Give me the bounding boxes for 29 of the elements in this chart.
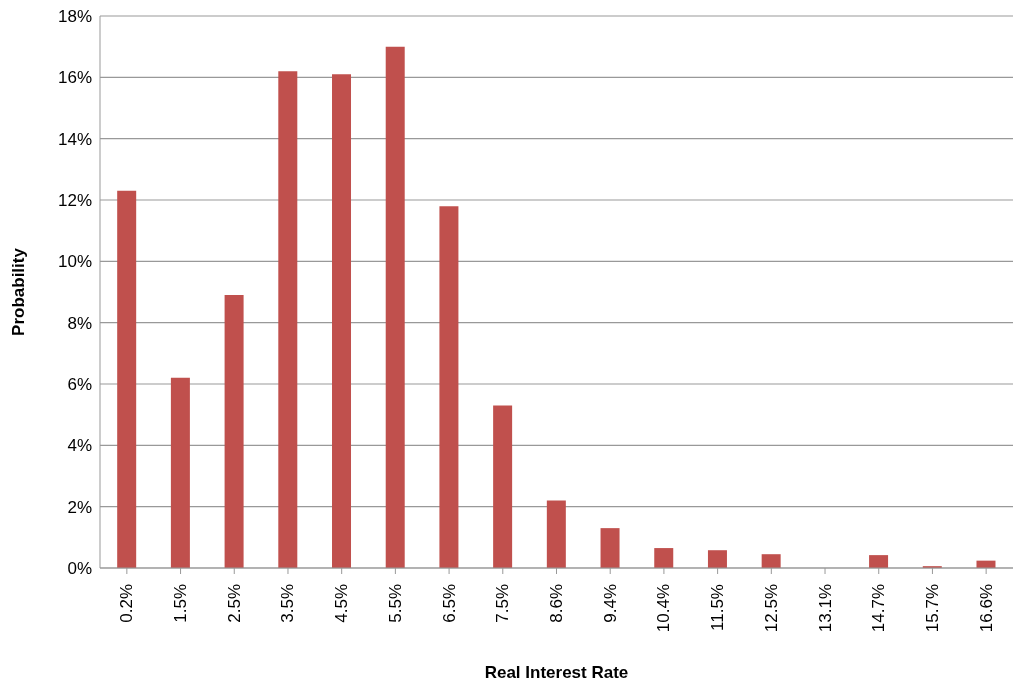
y-tick-label: 10% [57,252,92,272]
x-tick-label: 5.5% [385,584,405,623]
x-tick-label: 12.5% [761,584,781,633]
x-tick-label: 15.7% [922,584,942,633]
x-tick-label: 8.6% [547,584,566,623]
x-tick-label: 4.5% [332,584,352,623]
x-tick-label: 2.5% [224,584,244,623]
y-tick-label: 2% [67,497,92,517]
y-tick-label: 16% [57,68,92,88]
x-tick-label: 16.6% [976,584,996,633]
x-tick-label: 1.5% [171,584,191,623]
x-tick-label: 11.5% [708,584,728,631]
y-tick-label: 0% [67,559,92,579]
y-tick-label: 6% [67,375,92,395]
x-tick-label: 10.4% [654,584,674,633]
y-tick-label: 12% [57,191,92,211]
x-tick-label: 14.7% [869,584,889,633]
y-tick-label: 4% [67,436,92,456]
x-tick-label: 0.2% [117,584,137,623]
x-tick-label: 3.5% [278,584,298,623]
x-axis-title: Real Interest Rate [484,663,629,682]
x-tick-label: 6.5% [439,584,459,623]
x-tick-label: 9.4% [600,584,620,623]
y-tick-label: 18% [57,7,92,27]
y-tick-label: 14% [57,129,92,149]
y-axis-title: Probability [9,247,29,336]
x-tick-label: 13.1% [815,584,835,633]
x-tick-label: 7.5% [493,584,513,623]
y-tick-label: 8% [67,313,92,333]
